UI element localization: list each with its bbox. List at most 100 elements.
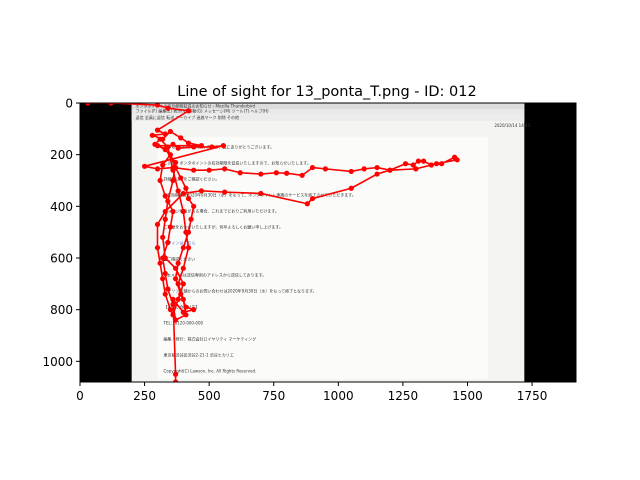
gaze-point: [387, 167, 393, 173]
x-axis-ticks: 0 250 500 750 1000 1250 1500 1750: [76, 382, 547, 403]
gaze-point: [175, 260, 181, 266]
gaze-point: [180, 265, 186, 271]
gaze-point: [185, 245, 192, 251]
screenshot-body-text: TEL：0120-000-000: [163, 321, 204, 326]
x-tick-label: 1250: [388, 389, 419, 403]
gaze-point: [322, 166, 329, 172]
message-page: [157, 136, 489, 380]
screenshot-body-text: Copyright(C) Lawson, Inc. All Rights Res…: [164, 369, 257, 374]
gaze-point: [165, 239, 171, 246]
gaze-point: [402, 161, 409, 167]
gaze-point: [309, 195, 316, 202]
gaze-point: [258, 190, 264, 197]
gaze-point: [348, 185, 354, 191]
screenshot-header-text: ファイル(F) 編集(E) 表示(V) 移動(G) メッセージ(M) ツール(T…: [136, 108, 269, 114]
window-titlebar: [131, 103, 525, 109]
screenshot-body-text: ご不便をおかけいたしますが、何卒よろしくお願い申し上げます。: [164, 224, 284, 230]
gaze-point: [108, 103, 114, 106]
gaze-point: [154, 221, 161, 228]
gaze-point: [172, 371, 179, 377]
screenshot-body-text: 東京都渋谷区渋谷2-21-1 渋谷ヒカリエ: [164, 352, 234, 358]
gaze-point: [415, 158, 422, 164]
gaze-point: [180, 296, 186, 302]
gaze-point: [309, 164, 316, 171]
gaze-point: [167, 224, 174, 230]
gaze-point: [237, 170, 243, 176]
gaze-point: [170, 312, 176, 318]
gaze-point: [299, 172, 305, 178]
gaze-point: [175, 296, 181, 302]
gaze-point: [188, 216, 194, 222]
screenshot-header-text: 返信 全員に返信 転送 アーカイブ 迷惑マーク 削除 その他: [136, 114, 239, 120]
gaze-point: [154, 245, 161, 251]
gaze-point: [222, 189, 228, 195]
gaze-point: [454, 157, 460, 163]
x-tick-label: 1750: [517, 389, 548, 403]
gaze-point: [154, 166, 161, 172]
gaze-point: [154, 127, 161, 133]
gaze-point: [172, 164, 179, 171]
gaze-point: [185, 229, 192, 235]
gaze-point: [191, 203, 197, 209]
gaze-point: [160, 276, 166, 282]
gaze-point: [167, 307, 174, 313]
gaze-point: [157, 260, 163, 266]
gaze-point: [180, 208, 186, 215]
gaze-point: [162, 291, 168, 297]
gaze-point: [157, 177, 163, 184]
gaze-point: [160, 162, 166, 168]
gaze-point: [165, 144, 171, 150]
gaze-point: [348, 168, 354, 175]
gaze-point: [284, 170, 290, 176]
gaze-point: [374, 164, 380, 171]
gaze-point: [361, 166, 367, 172]
gaze-point: [85, 103, 91, 106]
background-screenshot-image: ポンタポイントの有効期限延長のお知らせ - Mozilla Thunderbir…: [131, 103, 531, 382]
gaze-point: [162, 270, 168, 277]
gaze-point: [191, 307, 197, 313]
gaze-point: [206, 167, 212, 173]
screenshot-body-text: 編集・発行：株式会社ロイヤリティ マーケティング: [164, 336, 257, 342]
screenshot-header-text: 2020/10/14 14:43: [494, 123, 530, 128]
screenshot-body-text: ローソン店舗からのお問い合わせは2020年9月30日（水）をもって終了となります…: [164, 288, 317, 294]
gaze-point: [172, 159, 179, 166]
screenshot-body-text: ログインはこちら: [164, 240, 196, 246]
gaze-point: [165, 198, 171, 204]
gaze-point: [170, 177, 176, 184]
y-axis-ticks: 0 200 400 600 800 1000: [42, 97, 80, 369]
gaze-point: [172, 276, 179, 282]
gaze-point: [162, 208, 168, 215]
gaze-point: [160, 234, 166, 240]
gaze-point: [439, 161, 445, 167]
screenshot-body-text: チャージ残高がある場合、これまでどおりご利用いただけます。: [164, 208, 279, 214]
gaze-point: [178, 175, 184, 181]
gaze-point: [172, 379, 179, 382]
gaze-point: [178, 135, 184, 141]
gaze-point: [185, 108, 192, 114]
gaze-point: [141, 163, 148, 169]
y-tick-label: 800: [50, 303, 73, 317]
gaze-point: [162, 216, 168, 222]
gaze-point: [185, 195, 192, 202]
gaze-point: [183, 304, 189, 310]
window-menubar: [131, 109, 525, 114]
gaze-point: [374, 171, 380, 177]
gaze-point: [167, 152, 174, 158]
gaze-point: [198, 188, 205, 194]
plot-axes: ポンタポイントの有効期限延長のお知らせ - Mozilla Thunderbir…: [42, 97, 577, 403]
x-tick-label: 1500: [452, 389, 483, 403]
screenshot-header-text: ポンタポイントの有効期限延長のお知らせ - Mozilla Thunderbir…: [136, 103, 256, 109]
gaze-point: [433, 161, 440, 167]
y-tick-label: 600: [50, 252, 73, 266]
gaze-point: [157, 136, 163, 142]
gaze-point: [170, 301, 176, 308]
gaze-point: [165, 105, 171, 111]
gaze-point: [185, 140, 192, 146]
x-tick-label: 1000: [323, 389, 354, 403]
gaze-point: [175, 188, 181, 194]
gaze-point: [152, 141, 158, 147]
gaze-point: [170, 141, 176, 147]
gaze-point: [167, 128, 174, 135]
gaze-point: [180, 245, 186, 251]
